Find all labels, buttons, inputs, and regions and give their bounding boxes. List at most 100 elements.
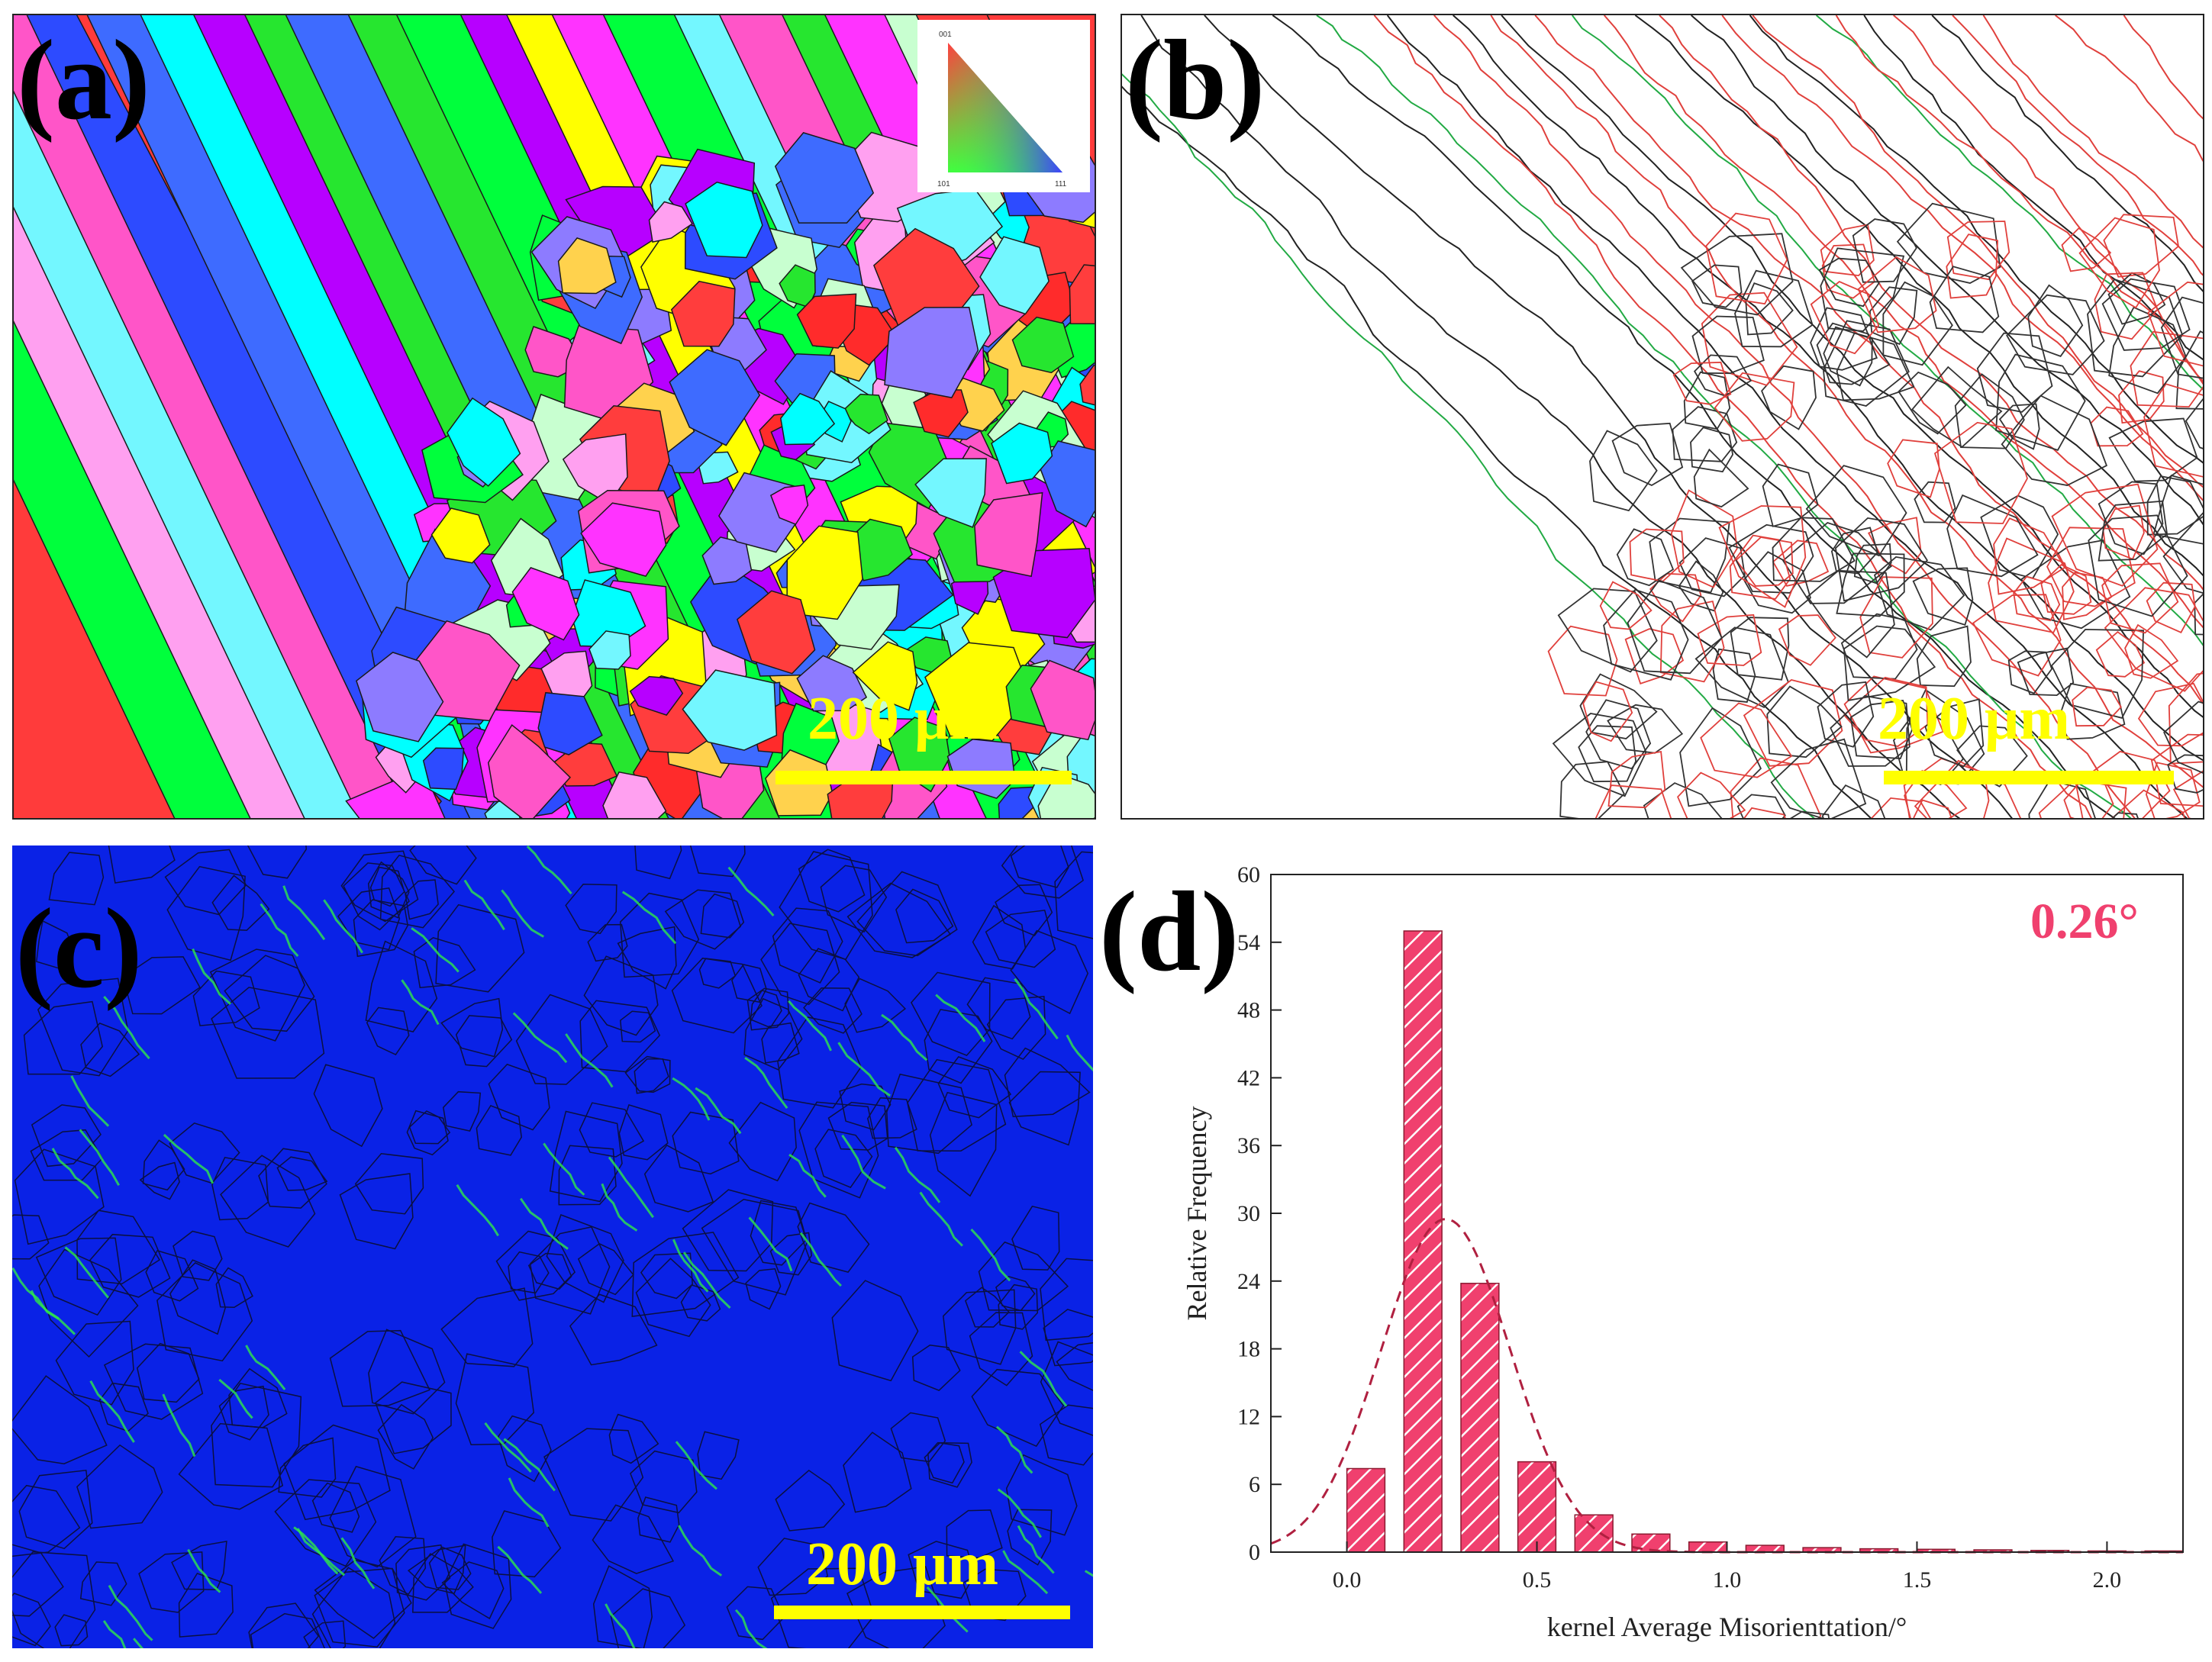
grain-outline — [1700, 702, 1793, 778]
panel-label-b: (b) — [1125, 17, 1266, 143]
grain-outline — [1627, 579, 1723, 675]
scale-bar-a — [775, 771, 1072, 784]
x-tick-label: 2.0 — [2093, 1567, 2122, 1593]
grain-outline — [1859, 576, 1933, 659]
kam-high-strain-trace — [881, 1013, 928, 1061]
grain-outline — [1887, 439, 1940, 498]
grain-outline — [924, 1442, 965, 1484]
grain-outline — [169, 1259, 226, 1335]
grain-outline — [583, 955, 659, 1036]
grain — [580, 502, 667, 577]
grain-outline — [671, 957, 763, 1034]
grain-outline — [2098, 500, 2168, 562]
y-tick-label: 36 — [1237, 1133, 1260, 1158]
kam-high-strain-trace — [565, 1033, 614, 1088]
grain-outline — [963, 1568, 1027, 1622]
grain-outline — [2062, 572, 2113, 620]
kam-high-strain-trace — [340, 1537, 376, 1590]
grain-outline — [2061, 227, 2112, 272]
grain — [447, 397, 521, 487]
twin-boundary-line — [2055, 15, 2203, 163]
grain-outline — [911, 1345, 961, 1391]
grain-outline — [1871, 797, 1931, 818]
y-tick-label: 0 — [1249, 1540, 1260, 1565]
y-tick-label: 42 — [1237, 1065, 1260, 1090]
grain-outline — [1011, 1205, 1060, 1271]
grain-outline — [1972, 594, 2062, 677]
kam-high-strain-trace — [12, 1267, 60, 1320]
grain-outline — [779, 851, 873, 961]
grain-outline — [250, 1612, 326, 1648]
grain-outline — [1672, 406, 1738, 462]
grain-outline — [1643, 782, 1723, 818]
grain — [511, 567, 580, 641]
grain-outline — [579, 1102, 645, 1158]
grain-outline — [750, 990, 782, 1029]
kam-high-strain-trace — [997, 1488, 1042, 1538]
kam-high-strain-trace — [456, 1184, 499, 1237]
grain-outline — [2006, 294, 2105, 375]
grain-outline — [1649, 572, 1702, 623]
kam-high-strain-trace — [187, 1548, 221, 1593]
grain-outline — [1946, 494, 2039, 578]
grain-outline — [455, 1353, 534, 1445]
kam-high-strain-trace — [64, 1246, 109, 1299]
grain-outline — [2046, 527, 2136, 607]
grain-outline — [634, 1058, 669, 1094]
grain-outline — [407, 1544, 466, 1595]
grain-outline — [2050, 628, 2145, 719]
grain-outline — [1040, 1258, 1093, 1342]
kam-high-strain-trace — [894, 1146, 941, 1203]
grain-outline — [866, 1097, 917, 1139]
grain-outline — [2160, 296, 2203, 379]
kam-high-strain-trace — [163, 1133, 214, 1184]
grain-outline — [1896, 202, 2001, 284]
twin-boundary-line — [1952, 15, 2203, 276]
x-tick-label: 0.0 — [1333, 1567, 1362, 1593]
grain-outline — [618, 1103, 669, 1161]
grain-outline — [890, 1412, 946, 1463]
grain-outline — [772, 907, 843, 984]
grain-outline — [1924, 698, 1985, 768]
grain-outline — [1547, 625, 1618, 697]
grain — [991, 422, 1053, 485]
grain — [796, 293, 857, 349]
grain-outline — [728, 1101, 797, 1182]
grain-outline — [978, 1241, 1069, 1312]
grain-outline — [2150, 733, 2203, 807]
scale-bar-b — [1884, 771, 2174, 784]
grain-outline — [1701, 291, 1798, 386]
grain-outline — [395, 1544, 451, 1601]
grain-outline — [2146, 581, 2196, 633]
kam-high-strain-trace — [543, 1142, 585, 1196]
panel-label-c: (c) — [15, 885, 143, 1012]
kam-high-strain-trace — [519, 1197, 569, 1250]
grain — [422, 747, 465, 791]
grain-outline — [1007, 1509, 1053, 1566]
grain-outline — [634, 845, 682, 880]
grain-outline — [682, 1189, 774, 1272]
grain-outline — [211, 874, 270, 931]
grain-outline — [1694, 626, 1789, 708]
grain-outline — [1039, 1404, 1093, 1466]
grain-boundary-line — [1122, 85, 1872, 818]
grain-outline — [1995, 353, 2086, 451]
grain-outline — [619, 892, 700, 978]
grain-outline — [1010, 929, 1089, 1015]
grain-outline — [211, 987, 325, 1079]
grain-outline — [965, 1287, 1010, 1328]
kam-high-strain-trace — [970, 1228, 1011, 1282]
kam-high-strain-trace — [1002, 1550, 1049, 1595]
grain-outline — [697, 1431, 740, 1480]
grain-outline — [1677, 771, 1746, 818]
grain-outline — [1867, 517, 1922, 575]
grain-outline — [12, 1544, 64, 1617]
grain-outline — [442, 1090, 482, 1132]
grain-outline — [379, 854, 455, 929]
grain-outline — [1005, 1454, 1078, 1536]
grain — [629, 675, 684, 716]
grain-outline — [12, 1551, 96, 1648]
grain-outline — [726, 1586, 785, 1641]
grain-outline — [274, 1479, 377, 1567]
scale-bar-label-b: 200 μm — [1878, 685, 2070, 752]
